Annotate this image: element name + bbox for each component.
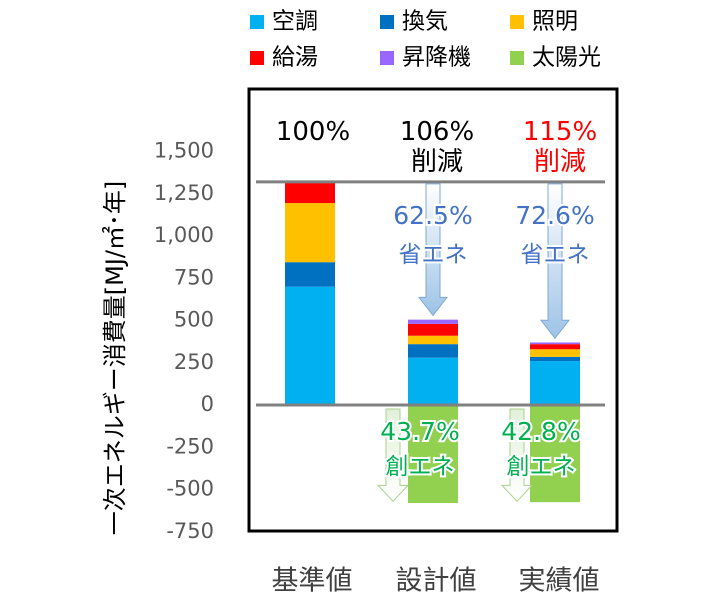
x-axis: 基準値 設計値 実績値	[272, 566, 600, 597]
bar-segment	[530, 349, 580, 357]
legend-item: 太陽光	[510, 45, 601, 71]
legend-label: 太陽光	[532, 45, 601, 71]
energy-creation-percent: 42.8%	[501, 417, 580, 446]
energy-creation-arrow	[376, 408, 410, 503]
legend-label: 照明	[532, 9, 578, 35]
legend-item: 換気	[380, 9, 448, 35]
y-tick-label: 500	[174, 308, 214, 332]
bar-segment	[408, 344, 458, 358]
energy-creation-label: 創エネ	[386, 454, 455, 480]
y-axis-title: 一次エネルギー消費量[MJ/㎡･年]	[101, 181, 129, 536]
legend-swatch	[380, 15, 394, 29]
legend-label: 給湯	[272, 45, 318, 71]
legend-label: 昇降機	[402, 45, 471, 71]
bars	[285, 181, 580, 504]
bar-segment	[285, 182, 335, 204]
bar-segment	[285, 286, 335, 405]
reduction-percent: 100%	[276, 117, 350, 147]
bar-segment	[530, 405, 580, 503]
reduction-label: 削減	[534, 147, 586, 177]
annotations: 100% 106%削減115%削減62.5%省エネ72.6%省エネ43.7%創エネ…	[276, 117, 597, 503]
bar-segment	[530, 342, 580, 345]
y-tick-label: 750	[174, 265, 214, 289]
bar-segment	[530, 356, 580, 362]
legend-item: 給湯	[250, 45, 318, 71]
energy-creation-arrow	[500, 408, 534, 503]
bar-segment	[530, 344, 580, 350]
bar-segment	[285, 262, 335, 287]
legend-label: 空調	[272, 9, 318, 35]
y-tick-label: -250	[166, 434, 214, 458]
legend-swatch	[250, 15, 264, 29]
x-category-label: 基準値	[272, 566, 353, 597]
bar-segment	[408, 323, 458, 336]
y-axis: 1,500 1,250 1,000 750 500 250 0 -250 -500 -750	[154, 139, 214, 543]
legend-label: 換気	[402, 9, 448, 35]
y-tick-label: 1,500	[154, 139, 214, 163]
reduction-percent: 115%	[523, 117, 597, 147]
y-tick-label: 1,250	[154, 181, 214, 205]
x-category-label: 設計値	[396, 566, 477, 597]
energy-saving-arrow	[539, 183, 571, 340]
y-tick-label: 0	[201, 392, 214, 416]
bar-segment	[408, 405, 458, 504]
energy-creation-percent: 43.7%	[380, 417, 459, 446]
energy-saving-percent: 62.5%	[393, 201, 472, 230]
bar-segment	[408, 335, 458, 345]
legend-swatch	[510, 15, 524, 29]
y-tick-label: -500	[166, 477, 214, 501]
y-tick-label: 250	[174, 350, 214, 374]
x-category-label: 実績値	[519, 566, 600, 597]
energy-creation-label: 創エネ	[507, 454, 576, 480]
bar-segment	[530, 361, 580, 405]
bar-segment	[285, 203, 335, 263]
energy-saving-arrow	[417, 183, 449, 317]
energy-saving-label: 省エネ	[521, 242, 590, 268]
y-tick-label: -750	[166, 519, 214, 543]
legend-swatch	[510, 51, 524, 65]
y-tick-label: 1,000	[154, 223, 214, 247]
energy-saving-label: 省エネ	[399, 242, 468, 268]
legend-item: 照明	[510, 9, 578, 35]
y-axis-label: 一次エネルギー消費量[MJ/㎡･年]	[101, 181, 129, 536]
bar-segment	[408, 319, 458, 324]
reduction-percent: 106%	[400, 117, 474, 147]
legend-item: 昇降機	[380, 45, 471, 71]
energy-saving-percent: 72.6%	[515, 201, 594, 230]
legend-item: 空調	[250, 9, 318, 35]
legend-swatch	[250, 51, 264, 65]
legend-swatch	[380, 51, 394, 65]
reduction-label: 削減	[411, 147, 463, 177]
bar-segment	[408, 357, 458, 405]
